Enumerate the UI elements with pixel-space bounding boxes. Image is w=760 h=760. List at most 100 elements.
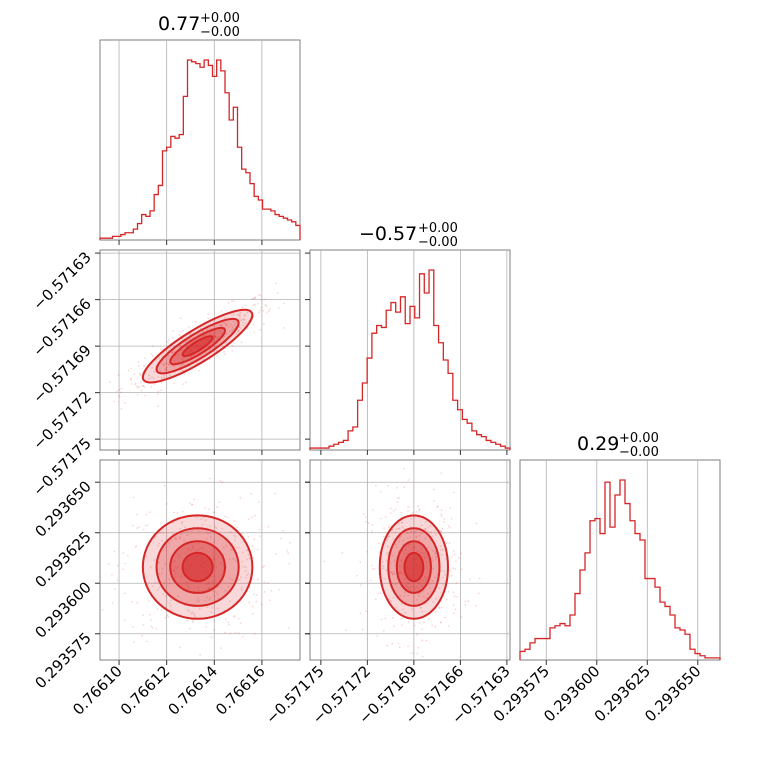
sample-point <box>144 394 146 397</box>
sample-point <box>407 645 410 648</box>
sample-point <box>162 363 165 366</box>
sample-point <box>366 551 369 553</box>
sample-point <box>161 539 163 542</box>
sample-point <box>390 571 393 574</box>
sample-point <box>136 386 139 389</box>
sample-point <box>212 558 215 561</box>
sample-point <box>341 551 344 554</box>
sample-point <box>450 518 453 520</box>
sample-point <box>460 568 463 571</box>
sample-point <box>385 559 388 562</box>
sample-point <box>440 513 442 516</box>
sample-point <box>412 516 415 518</box>
sample-point <box>168 339 170 341</box>
sample-point <box>239 315 242 317</box>
sample-point <box>116 390 118 393</box>
sample-point <box>120 387 123 390</box>
sample-point <box>380 618 383 621</box>
sample-point <box>185 552 188 555</box>
sample-point <box>234 539 236 542</box>
sample-point <box>244 304 247 307</box>
sample-point <box>440 530 442 532</box>
sample-point <box>447 590 450 593</box>
sample-point <box>226 516 229 519</box>
sample-point <box>408 582 411 585</box>
sample-point <box>441 527 444 530</box>
sample-point <box>130 377 133 380</box>
sample-point <box>181 521 184 523</box>
sample-point <box>233 300 235 303</box>
sample-point <box>151 355 154 357</box>
sample-point <box>386 552 389 555</box>
sample-point <box>420 606 423 609</box>
sample-point <box>400 571 402 574</box>
sample-point <box>442 583 444 586</box>
sample-point <box>160 522 163 525</box>
sample-point <box>212 340 215 343</box>
sample-point <box>407 479 410 481</box>
sample-point <box>188 610 190 613</box>
sample-point <box>220 310 223 312</box>
sample-point <box>240 576 243 578</box>
sample-point <box>243 315 246 317</box>
sample-point <box>206 606 209 609</box>
sample-point <box>239 311 242 314</box>
sample-point <box>433 500 435 502</box>
sample-point <box>421 610 424 613</box>
sample-point <box>238 617 240 620</box>
sample-point <box>142 614 144 617</box>
sample-point <box>169 604 172 607</box>
sample-point <box>211 606 214 609</box>
sample-point <box>219 324 222 326</box>
sample-point <box>202 334 205 337</box>
title-minus: −0.00 <box>200 25 240 40</box>
sample-point <box>440 515 443 517</box>
sample-point <box>209 596 212 599</box>
sample-point <box>440 509 443 512</box>
sample-point <box>426 556 429 559</box>
sample-point <box>158 542 161 545</box>
sample-point <box>253 632 256 635</box>
sample-point <box>217 556 220 558</box>
sample-point <box>226 321 229 323</box>
sample-point <box>452 604 455 607</box>
sample-point <box>220 332 223 335</box>
title-plus: +0.00 <box>418 221 458 236</box>
sample-point <box>254 296 257 299</box>
sample-point <box>382 560 384 563</box>
sample-point <box>416 652 419 655</box>
sample-point <box>373 567 376 570</box>
sample-point <box>421 639 424 642</box>
sample-point <box>113 400 116 403</box>
sample-point <box>153 383 156 385</box>
sample-point <box>172 330 175 332</box>
sample-point <box>420 548 423 550</box>
sample-point <box>423 556 426 558</box>
sample-point <box>213 334 216 337</box>
sample-point <box>247 553 250 556</box>
sample-point <box>389 562 392 564</box>
sample-point <box>213 575 215 578</box>
sample-point <box>434 553 437 556</box>
title-plus: +0.00 <box>200 11 240 26</box>
sample-point <box>161 568 164 570</box>
sample-point <box>367 522 370 525</box>
contour-line <box>169 326 226 366</box>
sample-point <box>149 613 151 616</box>
sample-point <box>242 319 245 322</box>
sample-point <box>258 311 260 314</box>
x-tick-label: 0.76612 <box>117 662 174 719</box>
sample-point <box>232 342 235 344</box>
sample-point <box>402 608 404 611</box>
histogram-panel-param-1 <box>99 39 301 245</box>
sample-point <box>363 513 365 515</box>
sample-point <box>165 367 168 370</box>
sample-point <box>181 510 184 513</box>
sample-point <box>197 542 200 545</box>
sample-point <box>235 321 238 324</box>
sample-point <box>254 304 256 306</box>
sample-point <box>235 546 238 549</box>
sample-point <box>420 592 423 594</box>
sample-point <box>258 535 261 538</box>
sample-point <box>209 348 212 351</box>
